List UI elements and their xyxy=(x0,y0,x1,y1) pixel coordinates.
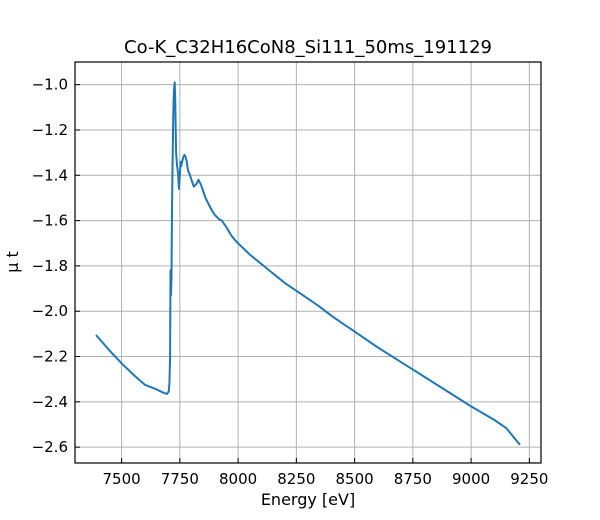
chart-title: Co-K_C32H16CoN8_Si111_50ms_191129 xyxy=(124,37,492,58)
x-tick-label: 7500 xyxy=(103,470,141,488)
x-tick-label: 8500 xyxy=(336,470,374,488)
series-layer xyxy=(95,81,521,446)
x-tick-label: 8000 xyxy=(219,470,257,488)
x-axis-label: Energy [eV] xyxy=(261,490,355,509)
plot-frame xyxy=(74,61,542,464)
y-axis-label: μ t xyxy=(3,251,22,273)
y-tick-label: −2.6 xyxy=(32,438,68,456)
y-tick-label: −1.2 xyxy=(32,121,68,139)
y-tick-label: −2.2 xyxy=(32,348,68,366)
x-axis: 7500 7750 8000 8250 8500 8750 9000 9250 xyxy=(103,458,548,488)
y-tick-label: −2.4 xyxy=(32,393,68,411)
series-line xyxy=(95,81,521,446)
x-tick-label: 8750 xyxy=(394,470,432,488)
y-tick-label: −1.0 xyxy=(32,76,68,94)
y-tick-label: −1.8 xyxy=(32,257,68,275)
x-tick-label: 8250 xyxy=(277,470,315,488)
x-tick-label: 9000 xyxy=(452,470,490,488)
y-tick-label: −1.6 xyxy=(32,212,68,230)
grid xyxy=(75,62,541,463)
x-tick-label: 7750 xyxy=(161,470,199,488)
y-axis: −2.6 −2.4 −2.2 −2.0 −1.8 −1.6 −1.4 −1.2 −1.0 xyxy=(32,76,80,456)
y-tick-label: −2.0 xyxy=(32,302,68,320)
x-tick-label: 9250 xyxy=(510,470,548,488)
y-tick-label: −1.4 xyxy=(32,166,68,184)
